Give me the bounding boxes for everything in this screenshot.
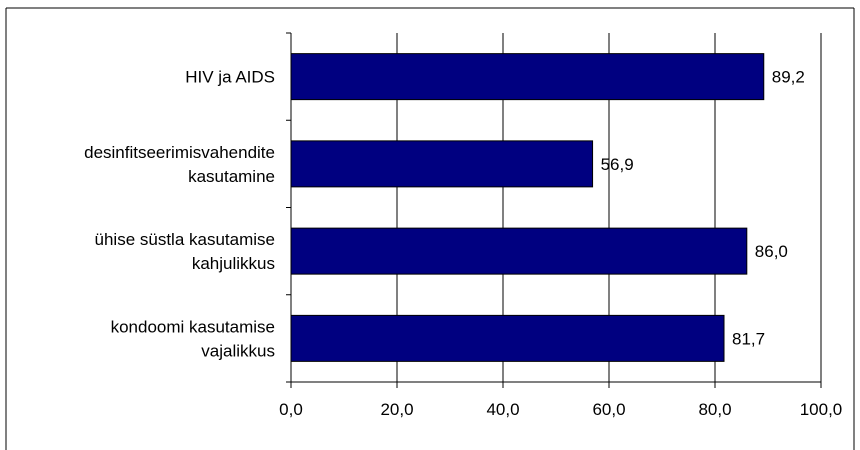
bar-2 (290, 140, 594, 188)
x-tick-label-80: 80,0 (698, 400, 731, 419)
data-label-1: 89,2 (772, 68, 805, 87)
x-tick-label-0: 0,0 (279, 400, 303, 419)
x-tick-label-60: 60,0 (592, 400, 625, 419)
bar-3 (290, 227, 748, 275)
category-label-1: HIV ja AIDS (185, 68, 275, 87)
bar-4 (290, 314, 725, 362)
category-label-2: desinfitseerimisvahendite kasutamine (84, 143, 275, 186)
x-tick-label-100: 100,0 (800, 400, 843, 419)
x-tick-label-40: 40,0 (486, 400, 519, 419)
x-tick-label-20: 20,0 (380, 400, 413, 419)
category-label-4: kondoomi kasutamise vajalikkus (111, 317, 275, 360)
category-label-3: ühise süstla kasutamise kahjulikkus (95, 230, 275, 273)
bar-1 (290, 53, 765, 101)
data-label-2: 56,9 (601, 155, 634, 174)
data-label-3: 86,0 (755, 242, 788, 261)
data-label-4: 81,7 (732, 329, 765, 348)
